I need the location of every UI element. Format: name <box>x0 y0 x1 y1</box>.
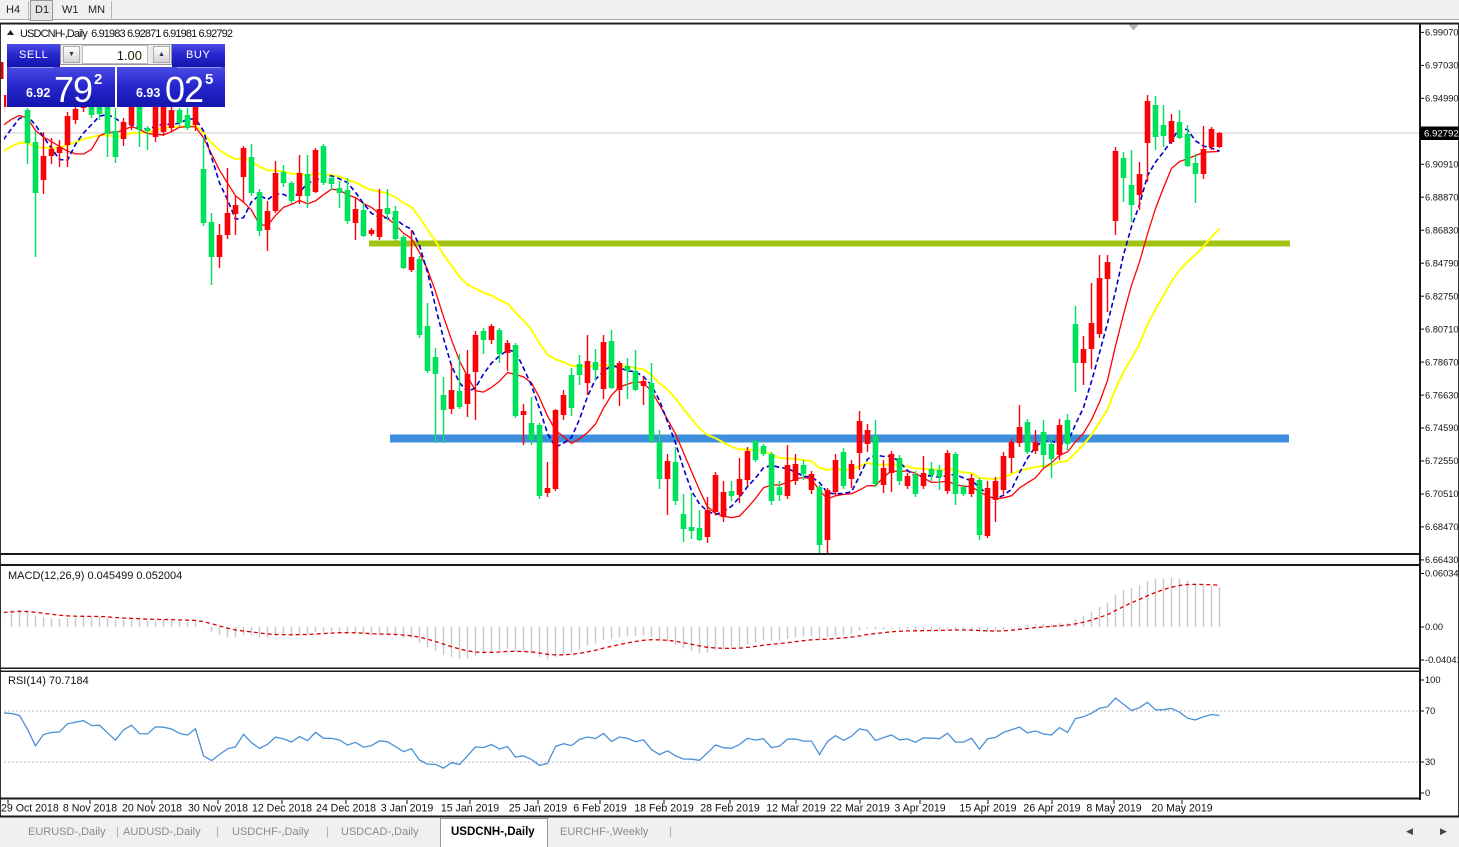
svg-text:6.68470: 6.68470 <box>1425 522 1459 532</box>
svg-text:6.76630: 6.76630 <box>1425 390 1459 400</box>
svg-text:6.70510: 6.70510 <box>1425 489 1459 499</box>
svg-text:30: 30 <box>1425 757 1435 767</box>
svg-text:28 Feb 2019: 28 Feb 2019 <box>700 803 760 815</box>
svg-text:-0.04041: -0.04041 <box>1425 655 1459 665</box>
svg-text:26 Apr 2019: 26 Apr 2019 <box>1023 803 1080 815</box>
svg-text:6.94990: 6.94990 <box>1425 94 1459 104</box>
svg-text:100: 100 <box>1425 675 1441 685</box>
svg-text:18 Feb 2019: 18 Feb 2019 <box>634 803 694 815</box>
svg-text:6.92792: 6.92792 <box>1424 129 1459 140</box>
svg-text:3 Jan 2019: 3 Jan 2019 <box>381 803 434 815</box>
svg-text:6.78670: 6.78670 <box>1425 357 1459 367</box>
svg-text:12 Dec 2018: 12 Dec 2018 <box>252 803 312 815</box>
svg-text:30 Nov 2018: 30 Nov 2018 <box>188 803 248 815</box>
svg-text:20 May 2019: 20 May 2019 <box>1151 803 1212 815</box>
svg-text:8 Nov 2018: 8 Nov 2018 <box>63 803 117 815</box>
svg-text:RSI(14) 70.7184: RSI(14) 70.7184 <box>8 675 89 687</box>
svg-text:24 Dec 2018: 24 Dec 2018 <box>316 803 376 815</box>
svg-text:0.060342: 0.060342 <box>1425 569 1459 579</box>
svg-text:22 Mar 2019: 22 Mar 2019 <box>830 803 890 815</box>
svg-text:6.74590: 6.74590 <box>1425 423 1459 433</box>
svg-text:MACD(12,26,9) 0.045499 0.05200: MACD(12,26,9) 0.045499 0.052004 <box>8 570 182 582</box>
svg-text:6.80710: 6.80710 <box>1425 324 1459 334</box>
svg-text:USDCNH-,Daily 6.91983 6.92871: USDCNH-,Daily 6.91983 6.92871 6.91981 6.… <box>20 28 233 40</box>
svg-text:6.90910: 6.90910 <box>1425 160 1459 170</box>
svg-text:70: 70 <box>1425 706 1435 716</box>
svg-text:3 Apr 2019: 3 Apr 2019 <box>894 803 945 815</box>
svg-text:6.86830: 6.86830 <box>1425 225 1459 235</box>
svg-text:6.97030: 6.97030 <box>1425 61 1459 71</box>
svg-text:29 Oct 2018: 29 Oct 2018 <box>1 803 59 815</box>
svg-text:6.99070: 6.99070 <box>1425 28 1459 38</box>
svg-text:6.82750: 6.82750 <box>1425 291 1459 301</box>
svg-text:6.88870: 6.88870 <box>1425 192 1459 202</box>
svg-text:15 Apr 2019: 15 Apr 2019 <box>959 803 1016 815</box>
svg-text:25 Jan 2019: 25 Jan 2019 <box>509 803 567 815</box>
svg-text:0: 0 <box>1425 788 1430 798</box>
svg-text:8 May 2019: 8 May 2019 <box>1086 803 1141 815</box>
svg-text:0.00: 0.00 <box>1425 622 1443 632</box>
svg-text:6 Feb 2019: 6 Feb 2019 <box>573 803 627 815</box>
svg-text:20 Nov 2018: 20 Nov 2018 <box>122 803 182 815</box>
svg-text:6.66430: 6.66430 <box>1425 555 1459 565</box>
svg-text:15 Jan 2019: 15 Jan 2019 <box>441 803 499 815</box>
svg-text:6.84790: 6.84790 <box>1425 258 1459 268</box>
svg-text:12 Mar 2019: 12 Mar 2019 <box>766 803 826 815</box>
svg-text:6.72550: 6.72550 <box>1425 456 1459 466</box>
